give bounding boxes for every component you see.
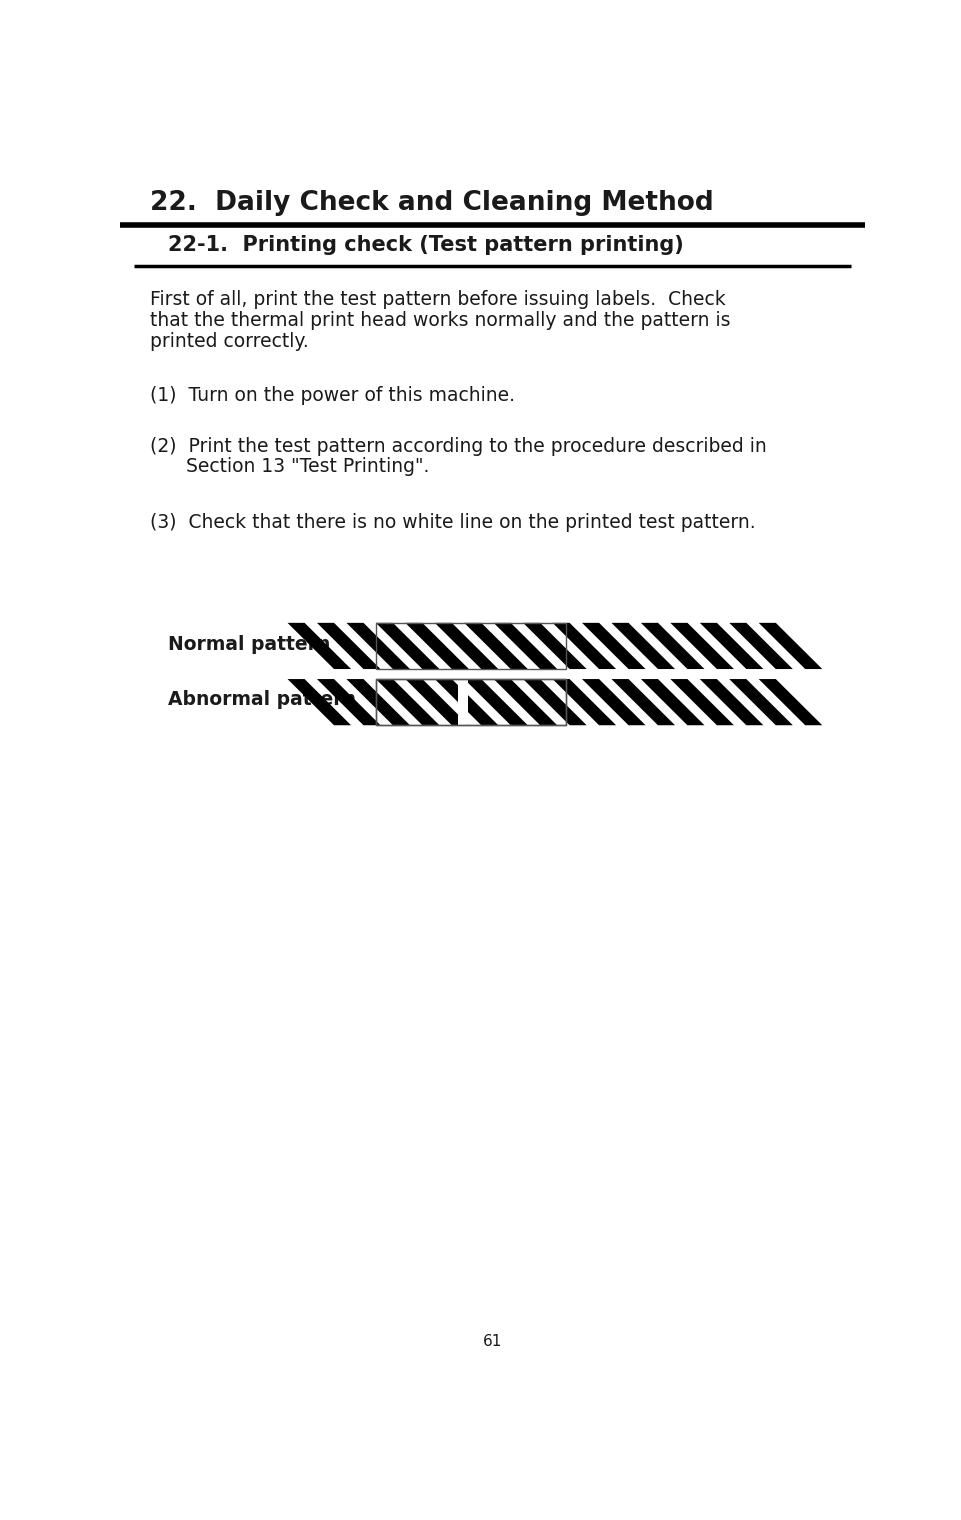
Polygon shape bbox=[553, 679, 616, 725]
Polygon shape bbox=[317, 623, 381, 669]
Text: 22-1.  Printing check (Test pattern printing): 22-1. Printing check (Test pattern print… bbox=[168, 234, 684, 255]
Bar bbox=[376, 623, 566, 669]
Polygon shape bbox=[553, 623, 616, 669]
Polygon shape bbox=[641, 679, 704, 725]
Polygon shape bbox=[346, 623, 410, 669]
Polygon shape bbox=[287, 679, 351, 725]
Text: First of all, print the test pattern before issuing labels.  Check: First of all, print the test pattern bef… bbox=[150, 290, 726, 309]
Polygon shape bbox=[582, 679, 646, 725]
Polygon shape bbox=[406, 623, 469, 669]
Text: Abnormal pattern: Abnormal pattern bbox=[168, 690, 357, 710]
Polygon shape bbox=[759, 623, 823, 669]
Polygon shape bbox=[641, 623, 704, 669]
Text: (2)  Print the test pattern according to the procedure described in: (2) Print the test pattern according to … bbox=[150, 436, 766, 456]
Text: (3)  Check that there is no white line on the printed test pattern.: (3) Check that there is no white line on… bbox=[150, 514, 755, 532]
Bar bbox=[376, 679, 566, 725]
Text: printed correctly.: printed correctly. bbox=[150, 331, 308, 351]
Bar bbox=[376, 679, 566, 725]
Polygon shape bbox=[523, 679, 586, 725]
Polygon shape bbox=[582, 623, 646, 669]
Polygon shape bbox=[434, 623, 499, 669]
Polygon shape bbox=[494, 623, 557, 669]
Polygon shape bbox=[759, 679, 823, 725]
Polygon shape bbox=[700, 623, 763, 669]
Polygon shape bbox=[671, 679, 734, 725]
Polygon shape bbox=[464, 679, 528, 725]
Polygon shape bbox=[464, 623, 528, 669]
Polygon shape bbox=[376, 623, 439, 669]
Polygon shape bbox=[406, 679, 469, 725]
Text: 61: 61 bbox=[482, 1333, 503, 1348]
Polygon shape bbox=[611, 623, 675, 669]
Bar bbox=[457, 679, 468, 725]
Polygon shape bbox=[494, 679, 557, 725]
Polygon shape bbox=[729, 623, 793, 669]
Text: Section 13 "Test Printing".: Section 13 "Test Printing". bbox=[150, 458, 429, 476]
Polygon shape bbox=[671, 623, 734, 669]
Text: that the thermal print head works normally and the pattern is: that the thermal print head works normal… bbox=[150, 312, 730, 330]
Polygon shape bbox=[523, 623, 586, 669]
Polygon shape bbox=[611, 679, 675, 725]
Bar bbox=[376, 623, 566, 669]
Polygon shape bbox=[729, 679, 793, 725]
Text: Normal pattern: Normal pattern bbox=[168, 635, 331, 654]
Polygon shape bbox=[287, 623, 351, 669]
Bar bbox=[376, 679, 566, 725]
Polygon shape bbox=[434, 679, 499, 725]
Bar bbox=[376, 623, 566, 669]
Text: 22.  Daily Check and Cleaning Method: 22. Daily Check and Cleaning Method bbox=[150, 190, 713, 216]
Polygon shape bbox=[700, 679, 763, 725]
Polygon shape bbox=[376, 679, 439, 725]
Polygon shape bbox=[346, 679, 410, 725]
Bar bbox=[376, 679, 566, 725]
Text: (1)  Turn on the power of this machine.: (1) Turn on the power of this machine. bbox=[150, 386, 514, 406]
Polygon shape bbox=[317, 679, 381, 725]
